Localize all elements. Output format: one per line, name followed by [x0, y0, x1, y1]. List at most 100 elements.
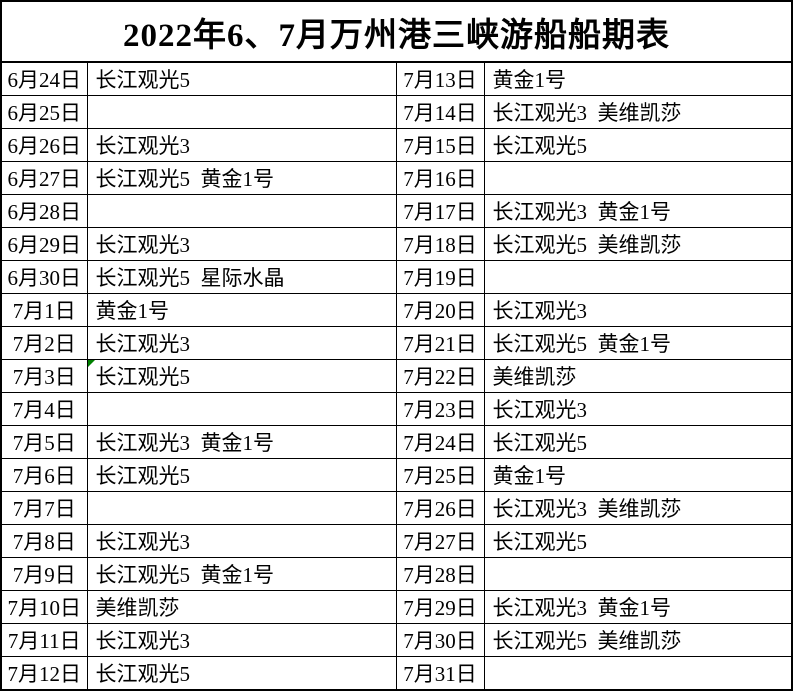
ships-cell: 长江观光5 美维凯莎: [483, 623, 791, 657]
date-cell: 6月24日: [2, 63, 88, 96]
ships-cell: [86, 491, 397, 525]
table-row: 7月12日 长江观光5 7月31日: [2, 656, 791, 689]
ships-cell: 长江观光5 黄金1号: [483, 326, 791, 360]
ships-cell: 长江观光3: [86, 623, 397, 657]
table-row: 6月26日 长江观光3 7月15日 长江观光5: [2, 128, 791, 162]
date-cell: 7月29日: [395, 590, 485, 624]
date-cell: 7月28日: [395, 557, 485, 591]
date-cell: 6月30日: [2, 260, 88, 294]
table-row: 6月30日 长江观光5 星际水晶 7月19日: [2, 260, 791, 294]
date-cell: 7月4日: [2, 392, 88, 426]
date-cell: 7月30日: [395, 623, 485, 657]
ships-cell: 黄金1号: [86, 293, 397, 327]
date-cell: 7月5日: [2, 425, 88, 459]
page-title: 2022年6、7月万州港三峡游船船期表: [2, 2, 791, 63]
date-cell: 7月16日: [395, 161, 485, 195]
ships-cell: 长江观光5: [86, 63, 397, 96]
ships-cell: 长江观光5 黄金1号: [86, 161, 397, 195]
date-cell: 7月15日: [395, 128, 485, 162]
date-cell: 6月27日: [2, 161, 88, 195]
date-cell: 7月21日: [395, 326, 485, 360]
table-row: 7月10日 美维凯莎 7月29日 长江观光3 黄金1号: [2, 590, 791, 624]
ships-cell: 长江观光3 美维凯莎: [483, 95, 791, 129]
ships-cell: 黄金1号: [483, 63, 791, 96]
date-cell: 7月8日: [2, 524, 88, 558]
table-row: 7月4日 7月23日 长江观光3: [2, 392, 791, 426]
ships-cell: [86, 95, 397, 129]
date-cell: 6月25日: [2, 95, 88, 129]
date-cell: 7月12日: [2, 656, 88, 689]
date-cell: 7月22日: [395, 359, 485, 393]
ships-cell: 长江观光5: [483, 524, 791, 558]
table-row: 7月3日 长江观光5 7月22日 美维凯莎: [2, 359, 791, 393]
ships-cell: 长江观光5: [86, 458, 397, 492]
ships-cell: 美维凯莎: [483, 359, 791, 393]
date-cell: 7月26日: [395, 491, 485, 525]
ships-cell: 长江观光5 美维凯莎: [483, 227, 791, 261]
table-row: 7月9日 长江观光5 黄金1号 7月28日: [2, 557, 791, 591]
date-cell: 7月19日: [395, 260, 485, 294]
ships-cell: 美维凯莎: [86, 590, 397, 624]
table-row: 7月5日 长江观光3 黄金1号 7月24日 长江观光5: [2, 425, 791, 459]
ships-cell: [483, 557, 791, 591]
ships-cell: 长江观光5 星际水晶: [86, 260, 397, 294]
ships-cell: [483, 656, 791, 689]
ships-cell: 长江观光3: [86, 524, 397, 558]
ships-cell: [86, 194, 397, 228]
date-cell: 6月29日: [2, 227, 88, 261]
ships-cell: [86, 392, 397, 426]
table-row: 6月27日 长江观光5 黄金1号 7月16日: [2, 161, 791, 195]
ships-cell: 长江观光3: [86, 326, 397, 360]
date-cell: 7月2日: [2, 326, 88, 360]
date-cell: 7月7日: [2, 491, 88, 525]
ships-cell: 长江观光3 美维凯莎: [483, 491, 791, 525]
table-row: 6月29日 长江观光3 7月18日 长江观光5 美维凯莎: [2, 227, 791, 261]
table-row: 6月28日 7月17日 长江观光3 黄金1号: [2, 194, 791, 228]
date-cell: 7月24日: [395, 425, 485, 459]
schedule-table-body: 6月24日 长江观光5 7月13日 黄金1号 6月25日 7月14日 长江观光3 美维凯莎 6…: [2, 63, 791, 689]
date-cell: 7月10日: [2, 590, 88, 624]
date-cell: 7月11日: [2, 623, 88, 657]
table-row: 7月6日 长江观光5 7月25日 黄金1号: [2, 458, 791, 492]
ships-cell: 长江观光5: [483, 425, 791, 459]
date-cell: 7月6日: [2, 458, 88, 492]
table-row: 7月7日 7月26日 长江观光3 美维凯莎: [2, 491, 791, 525]
table-row: 7月2日 长江观光3 7月21日 长江观光5 黄金1号: [2, 326, 791, 360]
date-cell: 7月14日: [395, 95, 485, 129]
ships-cell: 长江观光5: [86, 359, 397, 393]
table-row: 7月8日 长江观光3 7月27日 长江观光5: [2, 524, 791, 558]
ships-cell: 长江观光3: [483, 392, 791, 426]
cell-comment-marker-icon: [88, 360, 95, 367]
date-cell: 7月18日: [395, 227, 485, 261]
ships-cell: 长江观光3: [86, 128, 397, 162]
ships-cell: 长江观光5: [483, 128, 791, 162]
table-row: 7月1日 黄金1号 7月20日 长江观光3: [2, 293, 791, 327]
date-cell: 7月17日: [395, 194, 485, 228]
date-cell: 6月28日: [2, 194, 88, 228]
date-cell: 7月3日: [2, 359, 88, 393]
date-cell: 7月25日: [395, 458, 485, 492]
table-row: 6月25日 7月14日 长江观光3 美维凯莎: [2, 95, 791, 129]
date-cell: 7月1日: [2, 293, 88, 327]
ships-cell: 长江观光3 黄金1号: [86, 425, 397, 459]
date-cell: 7月13日: [395, 63, 485, 96]
ships-cell: 长江观光3: [86, 227, 397, 261]
ships-cell: 长江观光3: [483, 293, 791, 327]
ships-cell: 黄金1号: [483, 458, 791, 492]
table-row: 7月11日 长江观光3 7月30日 长江观光5 美维凯莎: [2, 623, 791, 657]
ships-cell: 长江观光5: [86, 656, 397, 689]
ships-cell: 长江观光3 黄金1号: [483, 194, 791, 228]
date-cell: 7月9日: [2, 557, 88, 591]
date-cell: 7月20日: [395, 293, 485, 327]
date-cell: 7月23日: [395, 392, 485, 426]
ships-cell: 长江观光5 黄金1号: [86, 557, 397, 591]
schedule-table: 6月24日 长江观光5 7月13日 黄金1号 6月25日 7月14日 长江观光3 美维凯莎 6…: [2, 63, 791, 689]
ships-cell: 长江观光3 黄金1号: [483, 590, 791, 624]
table-row: 6月24日 长江观光5 7月13日 黄金1号: [2, 63, 791, 96]
ships-cell: [483, 161, 791, 195]
date-cell: 7月27日: [395, 524, 485, 558]
ships-cell: [483, 260, 791, 294]
date-cell: 7月31日: [395, 656, 485, 689]
date-cell: 6月26日: [2, 128, 88, 162]
